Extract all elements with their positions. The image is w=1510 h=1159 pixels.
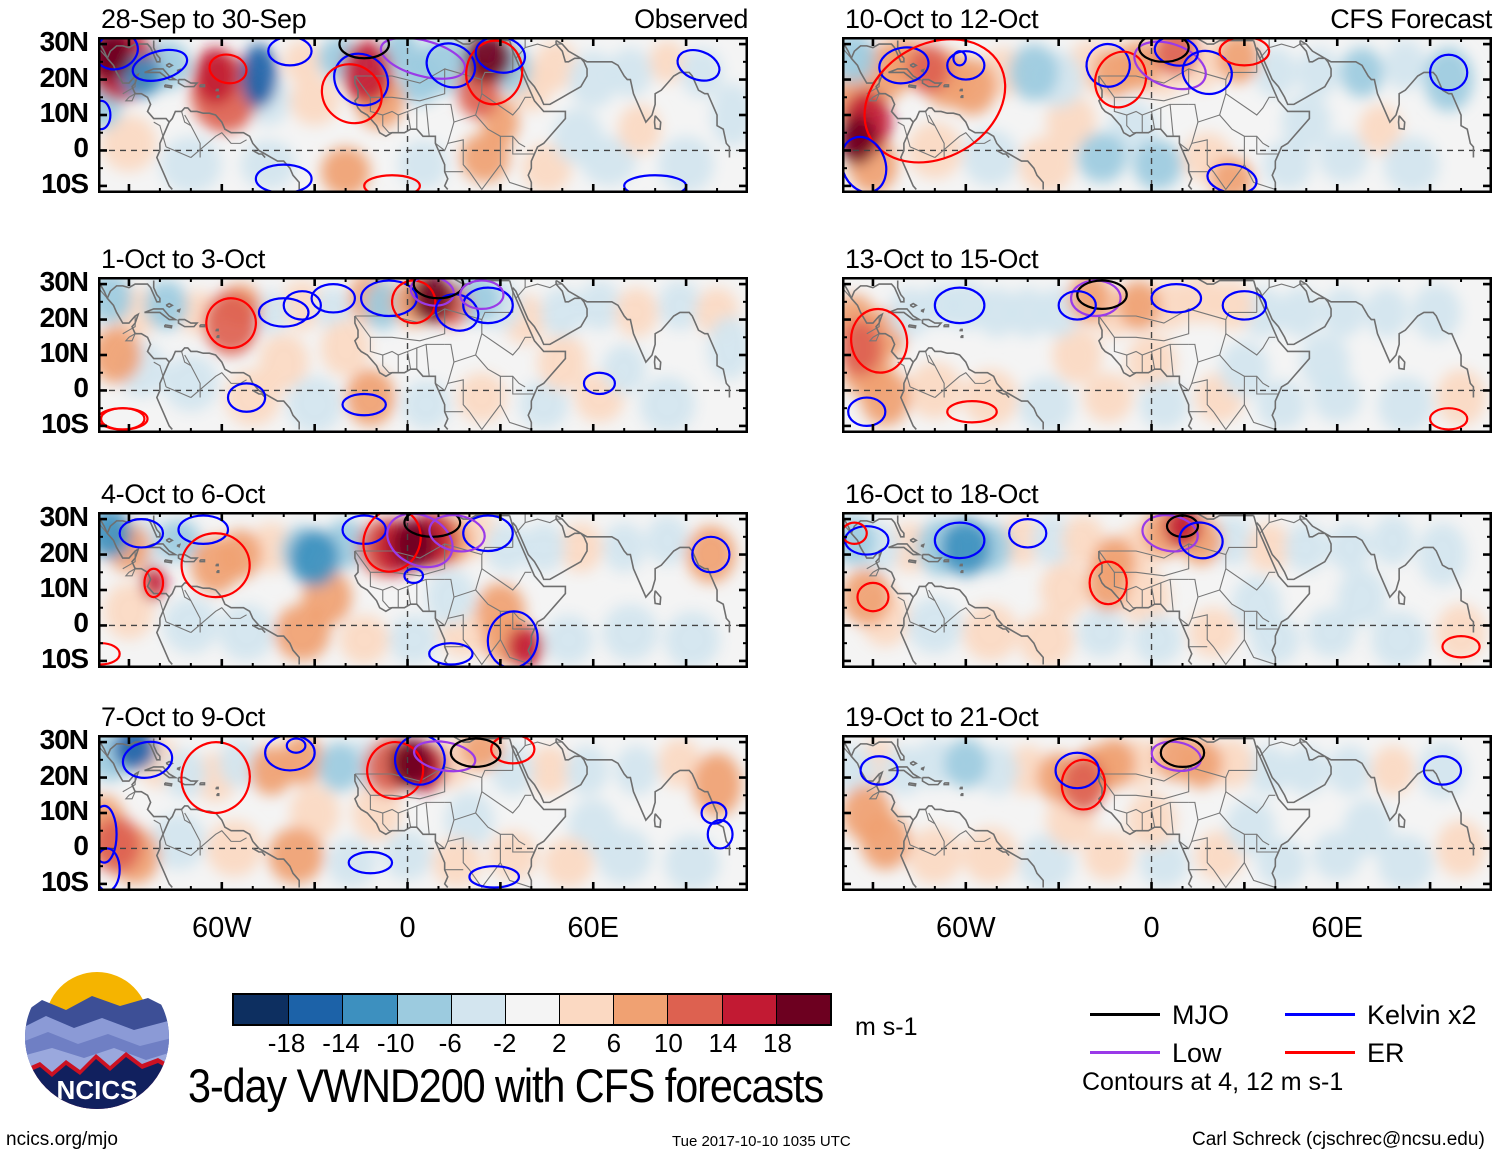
x-tick-label: 60W <box>191 912 252 944</box>
legend-label: Kelvin x2 <box>1367 1000 1477 1030</box>
x-tick-label: 60W <box>935 912 996 944</box>
map-panel[interactable] <box>842 735 1492 891</box>
y-tick-label: 20N <box>39 301 89 333</box>
x-tick-label: 0 <box>399 912 416 944</box>
colorbar-tick-label: -14 <box>322 1028 360 1058</box>
colorbar-segment <box>721 995 776 1024</box>
y-tick-label: 30N <box>39 26 89 58</box>
y-tick-label: 30N <box>39 501 89 533</box>
y-tick-label: 20N <box>39 61 89 93</box>
colorbar-segment <box>775 995 830 1024</box>
x-tick-label: 0 <box>1143 912 1160 944</box>
legend-line-er <box>1285 1051 1355 1054</box>
y-tick-label: 0 <box>73 132 89 164</box>
map-panel[interactable] <box>98 735 748 891</box>
y-tick-label: 10N <box>39 795 89 826</box>
panel-title: 13-Oct to 15-Oct <box>845 244 1039 274</box>
colorbar-tick-label: 2 <box>552 1028 567 1058</box>
colorbar-segment <box>342 995 397 1024</box>
colorbar-segment <box>667 995 722 1024</box>
colorbar-segment <box>288 995 343 1024</box>
y-tick-label: 10N <box>39 572 89 603</box>
footer-right: Carl Schreck (cjschrec@ncsu.edu) <box>1192 1129 1485 1150</box>
ncics-logo: NCICS <box>22 962 172 1112</box>
colorbar-segment <box>504 995 560 1024</box>
political-borders <box>842 735 1307 889</box>
contour-note: Contours at 4, 12 m s-1 <box>1082 1068 1344 1096</box>
coastlines <box>842 277 1475 433</box>
footer-center: Tue 2017-10-10 1035 UTC <box>672 1133 851 1150</box>
wave-contours <box>842 37 1469 193</box>
wave-contours <box>98 512 731 668</box>
y-tick-label: 10S <box>41 167 89 199</box>
y-tick-label: 0 <box>73 607 89 639</box>
map-panel[interactable] <box>98 512 748 668</box>
y-tick-label: 0 <box>73 372 89 404</box>
y-tick-label: 10S <box>41 407 89 439</box>
anomaly-field <box>842 735 1486 891</box>
wave-contours <box>98 277 617 431</box>
footer-left[interactable]: ncics.org/mjo <box>6 1129 118 1150</box>
y-tick-label: 20N <box>39 759 89 791</box>
x-tick-label: 60E <box>567 912 620 944</box>
y-tick-label: 10S <box>41 642 89 674</box>
colorbar-segment <box>396 995 451 1024</box>
logo-label: NCICS <box>57 1075 138 1105</box>
legend-line-kelvin-x2 <box>1285 1013 1355 1016</box>
colorbar-segment <box>450 995 505 1024</box>
colorbar-tick-label: 6 <box>606 1028 622 1058</box>
legend-line-low <box>1090 1051 1160 1054</box>
x-tick-label: 60E <box>1311 912 1364 944</box>
colorbar-tick-label: -10 <box>376 1028 415 1058</box>
panel-title: 4-Oct to 6-Oct <box>101 479 265 509</box>
colorbar-tick-label: -6 <box>438 1028 462 1058</box>
colorbar-segment <box>559 995 614 1024</box>
panel-title: 16-Oct to 18-Oct <box>845 479 1039 509</box>
legend-label: ER <box>1367 1038 1405 1068</box>
y-tick-label: 30N <box>39 266 89 298</box>
map-panel[interactable] <box>98 37 748 193</box>
panel-title: 7-Oct to 9-Oct <box>101 702 265 732</box>
legend-line-mjo <box>1090 1013 1160 1016</box>
colorbar-tick-label: 10 <box>653 1028 683 1058</box>
colorbar-tick-label: -18 <box>267 1028 306 1058</box>
colorbar-tick-label: 14 <box>708 1028 738 1058</box>
colorbar-units: m s-1 <box>855 1013 918 1041</box>
anomaly-field <box>842 37 1474 193</box>
y-tick-label: 10N <box>39 97 89 128</box>
map-panel[interactable] <box>842 37 1492 193</box>
map-panel[interactable] <box>98 277 748 433</box>
panel-title: 10-Oct to 12-Oct <box>845 4 1039 34</box>
y-tick-label: 10S <box>41 865 89 897</box>
panel-title: 19-Oct to 21-Oct <box>845 702 1039 732</box>
y-tick-label: 0 <box>73 830 89 862</box>
colorbar-segment <box>613 995 668 1024</box>
political-borders <box>842 277 1307 431</box>
colorbar-segment <box>234 995 289 1024</box>
colorbar-tick-label: 18 <box>762 1028 792 1058</box>
column-header-forecast: CFS Forecast <box>1330 4 1492 34</box>
political-borders <box>842 512 1307 666</box>
colorbar-tick-label: -2 <box>493 1028 517 1058</box>
y-tick-label: 10N <box>39 337 89 368</box>
panel-title: 28-Sep to 30-Sep <box>101 4 307 34</box>
legend-label: MJO <box>1172 1000 1229 1030</box>
column-header-observed: Observed <box>634 4 748 34</box>
wave-contours <box>847 279 1469 431</box>
political-borders <box>98 735 563 889</box>
colorbar <box>232 993 832 1026</box>
y-tick-label: 20N <box>39 536 89 568</box>
map-panel[interactable] <box>842 277 1492 433</box>
map-panel[interactable] <box>842 512 1492 668</box>
panel-title: 1-Oct to 3-Oct <box>101 244 265 274</box>
y-tick-label: 30N <box>39 724 89 756</box>
legend-label: Low <box>1172 1038 1222 1068</box>
wave-contours <box>842 514 1481 659</box>
coastlines <box>98 735 731 891</box>
figure-title: 3-day VWND200 with CFS forecasts <box>188 1059 824 1112</box>
